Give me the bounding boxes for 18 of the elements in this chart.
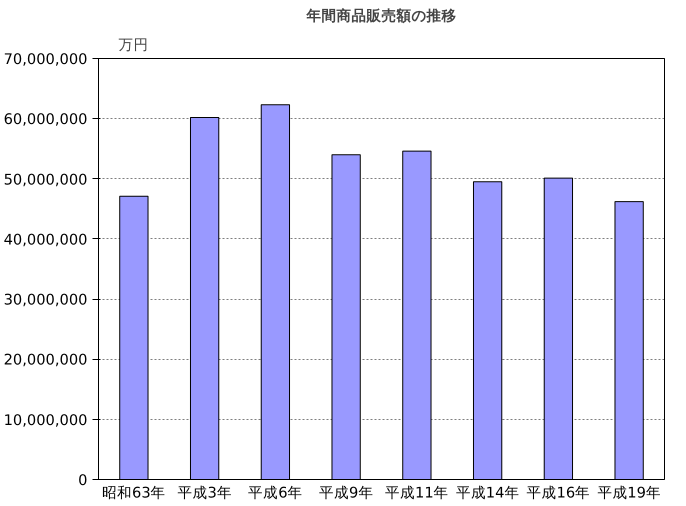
x-tick-label: 平成6年 [248,484,303,502]
y-tick-label: 10,000,000 [4,412,88,429]
x-tick-label: 平成14年 [456,484,520,502]
y-tick-label: 20,000,000 [4,352,88,369]
y-tick-label: 70,000,000 [4,51,88,68]
y-axis-title: 万円 [118,36,148,54]
y-tick-label: 50,000,000 [4,171,88,188]
x-tick-label: 平成9年 [318,484,374,502]
x-tick-label: 平成16年 [526,484,590,502]
chart-title: 年間商品販売額の推移 [306,6,456,24]
y-tick-label: 60,000,000 [4,111,88,128]
y-tick-label: 0 [78,472,88,489]
x-tick-label: 平成3年 [177,484,232,502]
x-tick-label: 平成19年 [597,484,661,502]
x-tick-label: 昭和63年 [102,484,166,502]
x-tick-label: 平成11年 [385,484,449,502]
y-tick-label: 30,000,000 [4,292,88,309]
y-tick-label: 40,000,000 [4,231,88,248]
